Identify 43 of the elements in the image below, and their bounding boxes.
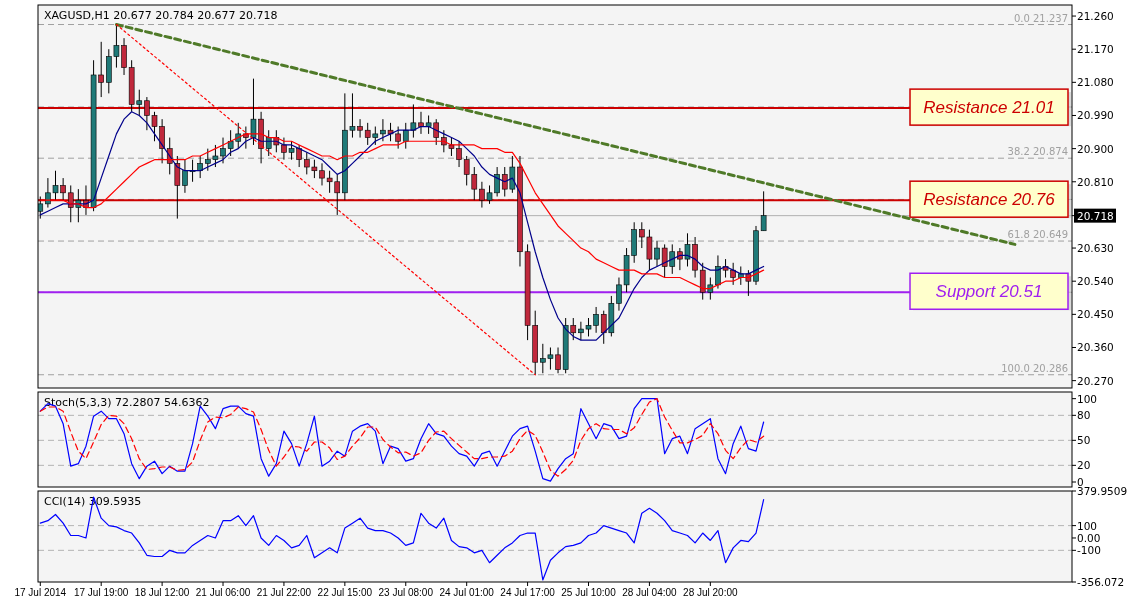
y-tick-label: 50 (1077, 434, 1091, 447)
x-tick-label: 21 Jul 22:00 (256, 587, 312, 598)
ref-line-label: 38.2 20.874 (1007, 146, 1068, 158)
chart-title: Stoch(5,3,3) 72.2807 54.6362 (44, 396, 210, 409)
y-tick-label: 100 (1077, 519, 1098, 532)
y-tick-label: 21.080 (1077, 76, 1114, 89)
ref-line-label: 61.8 20.649 (1007, 229, 1068, 241)
y-tick-label: 100 (1077, 392, 1098, 405)
ref-line-label: Support 20.51 (935, 282, 1043, 302)
x-tick-label: 24 Jul 17:00 (500, 587, 556, 598)
x-tick-label: 25 Jul 10:00 (561, 587, 617, 598)
ref-line-label: Resistance 20.76 (923, 190, 1056, 210)
y-tick-label: 20.270 (1077, 374, 1114, 387)
y-tick-label: -100 (1077, 544, 1101, 557)
y-tick-label: 20.990 (1077, 109, 1114, 122)
y-tick-label: 20.450 (1077, 308, 1114, 321)
y-tick-label: 0.00 (1077, 531, 1101, 544)
y-tick-label: 20.630 (1077, 242, 1114, 255)
x-tick-label: 22 Jul 15:00 (317, 587, 373, 598)
y-tick-label: 20.810 (1077, 175, 1114, 188)
y-tick-label: 20 (1077, 459, 1091, 472)
ref-line-label: 0.0 21.237 (1013, 12, 1068, 24)
x-tick-label: 23 Jul 08:00 (378, 587, 434, 598)
y-tick-label: 379.9509 (1077, 485, 1127, 497)
y-tick-label: 21.260 (1077, 10, 1114, 23)
y-tick-label: 21.170 (1077, 43, 1114, 56)
x-tick-label: 28 Jul 04:00 (622, 587, 678, 598)
y-tick-label: 20.900 (1077, 142, 1114, 155)
x-tick-label: 17 Jul 2014 (14, 587, 67, 598)
y-tick-label: 20.540 (1077, 275, 1114, 288)
x-tick-label: 21 Jul 06:00 (195, 587, 251, 598)
y-tick-label: 0 (1077, 476, 1084, 488)
x-tick-label: 28 Jul 20:00 (683, 587, 738, 598)
y-tick-label: 80 (1077, 409, 1091, 422)
x-tick-label: 24 Jul 01:00 (439, 587, 495, 598)
y-tick-label: 20.360 (1077, 341, 1114, 354)
x-tick-label: 18 Jul 12:00 (134, 587, 190, 598)
ref-line-label: 100.0 20.286 (1001, 362, 1068, 374)
y-tick-label: -356.072 (1077, 576, 1125, 588)
y-tick-label: 20.718 (1077, 209, 1114, 222)
chart-title: XAGUSD,H1 20.677 20.784 20.677 20.718 (44, 9, 278, 22)
ref-line-label: Resistance 21.01 (923, 98, 1055, 118)
x-tick-label: 17 Jul 19:00 (73, 587, 129, 598)
